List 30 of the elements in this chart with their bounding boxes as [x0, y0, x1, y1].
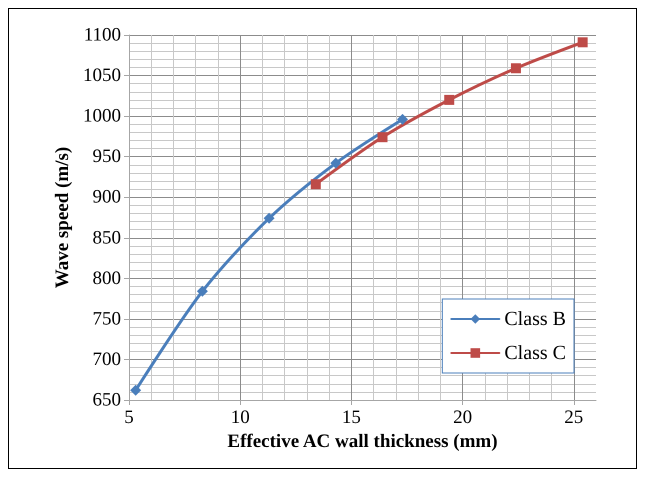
point [578, 37, 588, 48]
x-tick-label: 5 [124, 407, 134, 428]
x-tick-label: 20 [453, 407, 472, 428]
point [310, 179, 321, 190]
y-tick-label: 800 [92, 268, 121, 289]
point [196, 286, 208, 297]
point [397, 114, 408, 125]
point [264, 212, 275, 224]
x-tick-label: 15 [342, 407, 361, 428]
y-tick-label: 1100 [84, 24, 121, 46]
legend-label: Class C [504, 342, 566, 364]
x-tick-label: 10 [230, 407, 250, 428]
point [444, 94, 454, 105]
point [378, 132, 388, 142]
y-tick-label: 650 [92, 390, 121, 410]
y-tick-label: 850 [92, 227, 121, 248]
y-tick-label: 1000 [83, 106, 121, 127]
y-tick-label: 900 [92, 186, 121, 208]
x-axis-title: Effective AC wall thickness (mm) [227, 430, 498, 452]
point [510, 63, 521, 74]
y-tick-label: 750 [92, 308, 121, 330]
point [330, 158, 342, 169]
y-axis-title: Wave speed (m/s) [52, 146, 74, 288]
legend-label: Class B [504, 308, 566, 330]
page-frame: Wave speed (m/s) Effective AC wall thickness (mm) 650 700 750 800 850 900 950 1000 1050 1100 5 10 15 20 25 Class B Class C [8, 8, 637, 469]
x-tick-label: 25 [564, 407, 584, 428]
y-tick-label: 950 [92, 146, 121, 168]
point [130, 384, 142, 396]
y-tick-label: 1050 [83, 65, 121, 86]
y-tick-label: 700 [92, 348, 121, 370]
